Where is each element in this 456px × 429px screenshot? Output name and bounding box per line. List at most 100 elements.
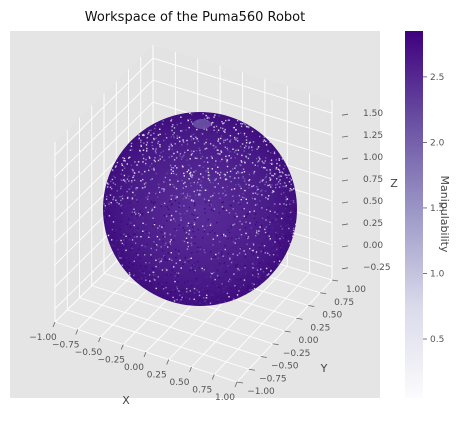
scatter-point	[190, 242, 192, 245]
scatter-point	[292, 228, 295, 231]
scatter-point	[161, 123, 164, 125]
scatter-point	[121, 204, 123, 206]
scatter-point	[275, 186, 277, 189]
scatter-point	[247, 157, 250, 160]
scatter-point	[236, 153, 239, 155]
scatter-point	[258, 160, 260, 162]
scatter-point	[137, 220, 139, 223]
scatter-point	[142, 161, 144, 163]
scatter-point	[158, 258, 160, 260]
scatter-point	[189, 253, 191, 256]
scatter-point	[174, 298, 176, 301]
scatter-point	[189, 209, 191, 211]
scatter-point	[225, 210, 227, 213]
scatter-point	[123, 174, 126, 177]
scatter-point	[277, 263, 280, 265]
scatter-point	[243, 171, 246, 173]
scatter-point	[236, 254, 239, 256]
scatter-point	[171, 155, 173, 158]
scatter-point	[187, 119, 189, 122]
scatter-point	[211, 157, 213, 159]
scatter-point	[175, 187, 178, 190]
scatter-point	[198, 193, 200, 195]
scatter-point	[288, 223, 291, 225]
scatter-point	[114, 183, 116, 186]
scatter-point	[186, 225, 188, 227]
scatter-point	[239, 228, 241, 231]
scatter-point	[219, 142, 221, 145]
scatter-point	[161, 226, 163, 228]
scatter-point	[144, 254, 146, 256]
scatter-point	[173, 215, 176, 217]
scatter-point	[216, 149, 218, 151]
scatter-point	[236, 264, 239, 266]
scatter-point	[184, 151, 186, 154]
scatter-point	[236, 137, 238, 139]
scatter-point	[224, 131, 226, 133]
scatter-point	[154, 279, 156, 281]
scatter-point	[151, 210, 153, 212]
scatter-point	[196, 138, 198, 140]
x-tick-mark	[98, 336, 101, 343]
scatter-point	[263, 235, 265, 238]
scatter-point	[292, 235, 294, 237]
scatter-point	[135, 220, 137, 222]
scatter-point	[195, 300, 197, 302]
scatter-point	[181, 179, 183, 182]
scatter-point	[178, 290, 180, 292]
scatter-point	[193, 263, 195, 266]
scatter-point	[187, 241, 189, 244]
scatter-point	[123, 259, 125, 261]
scatter-point	[132, 191, 134, 194]
scatter-point	[279, 247, 282, 249]
y-tick-label: 0.00	[298, 336, 318, 346]
scatter-point	[136, 199, 138, 201]
scatter-point	[162, 188, 165, 190]
scatter-point	[143, 187, 145, 189]
scatter-point	[133, 179, 136, 181]
scatter-point	[223, 122, 225, 124]
scatter-point	[223, 233, 225, 236]
scatter-point	[256, 157, 258, 160]
scatter-point	[197, 140, 200, 142]
scatter-point	[248, 252, 250, 255]
scatter-point	[131, 198, 134, 200]
scatter-point	[203, 285, 205, 287]
scatter-point	[136, 201, 139, 203]
scatter-point	[129, 226, 131, 228]
scatter-point	[209, 231, 211, 233]
scatter-point	[206, 203, 209, 205]
scatter-point	[191, 264, 194, 266]
scatter-point	[224, 301, 226, 303]
scatter-point	[252, 272, 255, 274]
scatter-point	[236, 279, 239, 281]
scatter-point	[264, 231, 267, 234]
scatter-point	[270, 159, 273, 161]
scatter-point	[259, 135, 261, 138]
scatter-point	[213, 129, 215, 131]
scatter-point	[164, 236, 166, 238]
scatter-point	[228, 296, 231, 299]
scatter-point	[266, 210, 268, 212]
scatter-point	[276, 236, 278, 238]
scatter-point	[245, 183, 247, 185]
scatter-point	[144, 186, 146, 188]
scatter-point	[182, 293, 184, 295]
scatter-point	[187, 222, 190, 224]
scatter-point	[205, 114, 207, 117]
scatter-point	[252, 242, 255, 245]
scatter-point	[279, 245, 281, 247]
scatter-point	[123, 157, 126, 160]
scatter-point	[107, 183, 109, 185]
scatter-point	[224, 146, 226, 148]
scatter-point	[122, 246, 124, 248]
scatter-point	[145, 206, 147, 209]
scatter-point	[236, 119, 239, 122]
scatter-point	[153, 159, 155, 161]
scatter-point	[155, 148, 157, 150]
scatter-point	[120, 185, 122, 188]
scatter-point	[218, 277, 221, 279]
scatter-point	[233, 151, 236, 153]
scatter-point	[278, 159, 280, 161]
scatter-point	[211, 272, 213, 275]
